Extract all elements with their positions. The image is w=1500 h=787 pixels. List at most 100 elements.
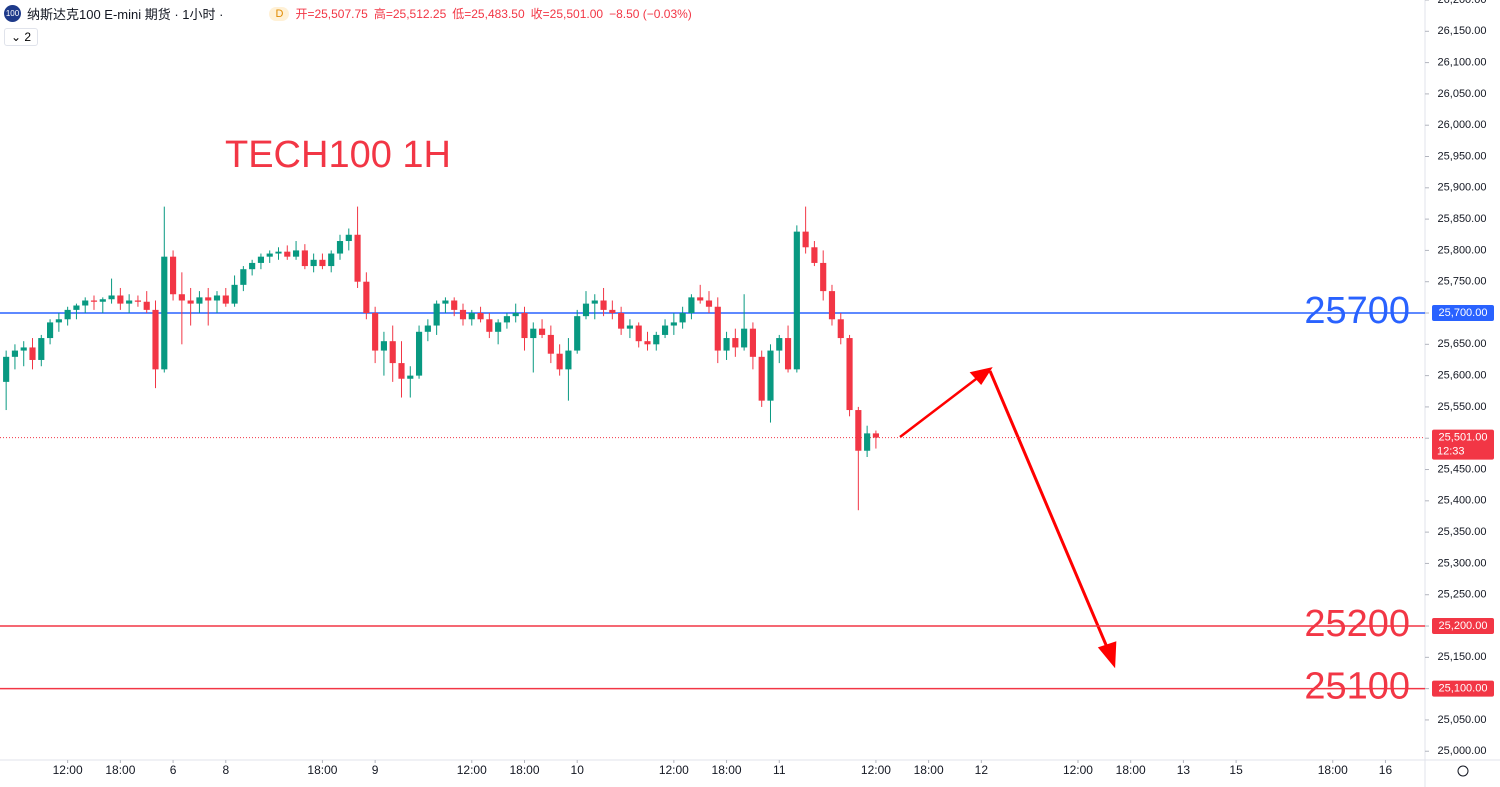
candle-body — [512, 313, 519, 317]
level-label: 25100 — [1304, 666, 1410, 708]
price-tag: 25,200.00 — [1439, 620, 1488, 632]
candle-body — [424, 325, 431, 332]
y-tick-label: 25,400.00 — [1438, 495, 1487, 507]
candle-body — [240, 269, 247, 285]
candle-body — [266, 253, 273, 257]
candle-body — [222, 295, 229, 304]
price-tag-bg — [1432, 429, 1494, 460]
candle-body — [451, 300, 458, 310]
x-tick-label: 12:00 — [861, 763, 891, 777]
candle-body — [407, 375, 414, 379]
y-tick-label: 25,600.00 — [1438, 370, 1487, 382]
candle-body — [565, 350, 572, 370]
y-tick-label: 25,950.00 — [1438, 150, 1487, 162]
y-tick-label: 26,000.00 — [1438, 119, 1487, 131]
candle-body — [187, 300, 194, 304]
candle-body — [292, 250, 300, 257]
candle-body — [784, 338, 792, 370]
candle-body — [828, 291, 836, 320]
x-tick-label: 18:00 — [914, 763, 944, 777]
price-tag-bg — [1432, 618, 1494, 635]
y-tick-label: 25,300.00 — [1438, 557, 1487, 569]
price-tag-bg — [1432, 305, 1494, 322]
arrow-head — [1097, 641, 1117, 669]
candle-body — [126, 300, 133, 304]
candle-body — [213, 295, 221, 301]
price-tag: 25,501.00 — [1439, 432, 1488, 444]
candle-body — [609, 309, 616, 314]
candle-body — [38, 338, 45, 360]
candle-body — [670, 322, 677, 326]
x-tick-label: 15 — [1229, 763, 1243, 777]
candle-body — [521, 313, 528, 339]
x-tick-label: 18:00 — [1318, 763, 1348, 777]
ohlc-item: 高=25,512.25 — [373, 7, 447, 21]
candle-body — [389, 341, 396, 364]
candle-body — [319, 259, 326, 267]
candle-body — [837, 319, 844, 339]
candle-body — [591, 300, 598, 304]
candle-body — [354, 234, 361, 282]
y-tick-label: 25,750.00 — [1438, 276, 1487, 288]
y-tick-label: 25,350.00 — [1438, 526, 1487, 538]
candle-body — [134, 300, 142, 302]
y-tick-label: 26,050.00 — [1438, 88, 1487, 100]
candle-body — [767, 350, 774, 401]
candle-body — [398, 363, 405, 379]
candle-body — [442, 300, 449, 304]
y-tick-label: 25,850.00 — [1438, 213, 1487, 225]
y-tick-label: 25,150.00 — [1438, 651, 1487, 663]
badge: D — [269, 6, 290, 21]
x-tick-label: 18:00 — [105, 763, 135, 777]
x-tick-label: 12:00 — [53, 763, 83, 777]
candle-body — [749, 328, 756, 357]
candle-body — [310, 259, 317, 267]
candle-body — [679, 313, 686, 323]
candle-body — [415, 331, 423, 376]
candle-body — [161, 256, 168, 370]
candle-body — [345, 234, 352, 242]
candle-body — [582, 303, 590, 317]
symbol-icon: 100 — [4, 5, 21, 22]
candle-body — [99, 299, 106, 302]
symbol[interactable]: 纳斯达克100 E-mini 期货 · 1小时 · — [27, 7, 224, 22]
candle-body — [143, 301, 150, 310]
candle-body — [688, 297, 695, 314]
candle-body — [802, 231, 809, 248]
ohlc-item: 开=25,507.75 — [295, 7, 368, 21]
candle-body — [530, 328, 537, 339]
arrow-line — [899, 375, 981, 438]
settings-icon[interactable] — [1457, 765, 1469, 777]
candle-body — [758, 356, 765, 401]
candle-body — [714, 306, 721, 351]
candle-body — [372, 313, 379, 351]
candle-body — [275, 251, 282, 254]
chart-title: TECH100 1H — [225, 134, 451, 176]
x-tick-label: 10 — [571, 763, 585, 777]
candle-body — [705, 300, 713, 307]
candle-body — [653, 334, 660, 345]
x-tick-label: 16 — [1379, 763, 1393, 777]
indicator-toggle[interactable]: ⌄ 2 — [4, 28, 39, 46]
y-tick-label: 25,800.00 — [1438, 244, 1487, 256]
candle-body — [249, 262, 256, 270]
candle-body — [29, 347, 36, 360]
candle-body — [477, 313, 484, 320]
candle-body — [328, 253, 335, 267]
y-tick-label: 25,000.00 — [1438, 745, 1487, 757]
candle-body — [468, 313, 475, 320]
indicator-count: 2 — [24, 30, 32, 44]
x-tick-label: 6 — [170, 763, 177, 777]
price-tag: 25,700.00 — [1439, 307, 1488, 319]
candle-body — [697, 297, 704, 301]
ohlc-item: 低=25,483.50 — [452, 7, 525, 21]
candle-body — [73, 305, 80, 310]
candle-body — [495, 322, 502, 332]
candle-body — [864, 433, 871, 451]
level-label: 25700 — [1304, 290, 1410, 332]
price-tag-bg — [1432, 680, 1494, 697]
candle-body — [811, 247, 818, 263]
candle-body — [459, 309, 467, 320]
y-tick-label: 25,550.00 — [1438, 401, 1487, 413]
